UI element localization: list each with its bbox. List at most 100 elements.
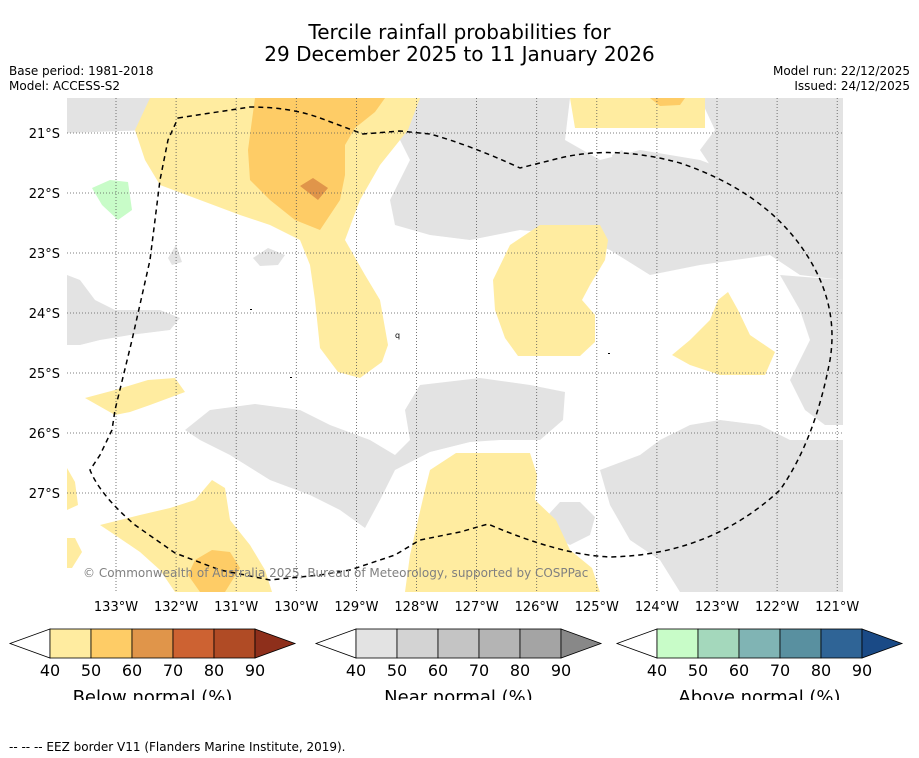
colorbar-segment [90,628,133,659]
longitude-label: 124°W [635,600,679,615]
longitude-label: 127°W [455,600,499,615]
colorbar-tick-label: 70 [770,661,790,680]
colorbar-segment [131,628,174,659]
longitude-label: 131°W [214,600,258,615]
latitude-label: 27°S [29,487,60,502]
colorbars: 40 50 60 70 80 90 Below normal (%) 40 50 60 70 80 90… [8,628,904,700]
colorbar-segment [779,628,822,659]
colorbar-title: Above normal (%) [678,687,840,700]
colorbar: 40 50 60 70 80 90 Below normal (%) [8,628,297,700]
latitude-label: 22°S [29,187,60,202]
longitude-label: 130°W [274,600,318,615]
colorbar-tick-label: 40 [346,661,366,680]
colorbar-segment [820,628,863,659]
grey-region-dot1 [612,150,630,180]
above-normal-50-region [92,180,132,220]
orange-region-south [188,550,240,592]
grey-region-west [67,275,180,345]
island-marker [608,353,610,354]
grey-region-dot3 [168,245,182,265]
longitude-label: 123°W [695,600,739,615]
colorbar-segment [355,628,398,659]
colorbar-segment [738,628,781,659]
colorbar-tick-label: 80 [510,661,530,680]
longitude-labels: 133°W 132°W 131°W 130°W 129°W 128°W 127°W 126°W… [94,600,860,615]
colorbar-tick-label: 80 [811,661,831,680]
colorbar-tick-label: 80 [204,661,224,680]
below-normal-60-regions [188,98,685,592]
colorbar-title: Below normal (%) [73,687,233,700]
copyright-notice: © Commonwealth of Australia 2025, Bureau… [83,566,588,580]
longitude-label: 128°W [394,600,438,615]
title-line-1: Tercile rainfall probabilities for [308,20,611,44]
longitude-label: 121°W [815,600,859,615]
colorbar-tick-label: 90 [852,661,872,680]
colorbar-tick-label: 70 [163,661,183,680]
colorbar-tick-label: 70 [469,661,489,680]
colorbar-segment [697,628,740,659]
grey-region-ne [700,98,843,240]
grey-region-nw [67,98,150,133]
orange-region-north [248,98,385,230]
colorbar-title: Near normal (%) [384,687,533,700]
grey-region-east [780,275,843,425]
yellow-region-west-edge [67,468,78,510]
colorbar-segment [437,628,480,659]
eez-footnote: -- -- -- EEZ border V11 (Flanders Marine… [9,740,346,754]
colorbar-tick-label: 50 [688,661,708,680]
island-marker [250,309,252,310]
island-marker [290,377,292,378]
longitude-label: 132°W [154,600,198,615]
model-run: Model run: 22/12/2025 [772,64,910,78]
below-normal-70-region [300,178,328,200]
latitude-label: 25°S [29,367,60,382]
gridlines [67,98,843,592]
longitude-label: 125°W [575,600,619,615]
colorbar-extend-high [254,628,297,659]
colorbar-extend-low [314,628,357,659]
colorbar-segment [172,628,215,659]
yellow-region-central [493,225,608,356]
yellow-region-south [405,453,600,592]
grey-region-dot2 [253,248,285,266]
colorbar-tick-label: 40 [40,661,60,680]
colorbar-tick-label: 40 [647,661,667,680]
eez-border [89,106,833,581]
longitude-label: 133°W [94,600,138,615]
colorbar-tick-label: 50 [81,661,101,680]
longitude-label: 126°W [515,600,559,615]
colorbar-extend-low [615,628,658,659]
colorbar-tick-label: 90 [551,661,571,680]
yellow-region-northeast [570,98,705,128]
issued-date: Issued: 24/12/2025 [794,79,910,93]
yellow-region-west [85,378,185,415]
colorbar-segment [656,628,699,659]
grey-region-central [185,378,565,528]
colorbar: 40 50 60 70 80 90 Above normal (%) [615,628,904,700]
latitude-label: 26°S [29,427,60,442]
colorbar-segment [396,628,439,659]
colorbar-extend-low [8,628,51,659]
colorbar-tick-label: 50 [387,661,407,680]
latitude-label: 21°S [29,127,60,142]
yellow-region-east [672,292,775,375]
title-line-2: 29 December 2025 to 11 January 2026 [264,42,655,66]
colorbar-tick-label: 60 [428,661,448,680]
below-normal-50-regions [67,98,775,592]
island-marker: q [395,331,400,340]
colorbar-tick-label: 60 [122,661,142,680]
grey-region-southeast [600,420,843,592]
colorbar-segment [213,628,256,659]
colorbar-segment [478,628,521,659]
colorbar-tick-label: 90 [245,661,265,680]
model-name: Model: ACCESS-S2 [9,79,121,93]
forecast-map: q 21°S 22°S 23°S 24°S 25°S 26°S 27°S 133°W 132°… [8,98,904,700]
latitude-label: 24°S [29,307,60,322]
colorbar-segment [519,628,562,659]
latitude-labels: 21°S 22°S 23°S 24°S 25°S 26°S 27°S [29,127,60,502]
colorbar-segment [49,628,92,659]
latitude-label: 23°S [29,247,60,262]
near-normal-regions [67,98,843,592]
base-period: Base period: 1981-2018 [9,64,154,78]
colorbar: 40 50 60 70 80 90 Near normal (%) [314,628,603,700]
